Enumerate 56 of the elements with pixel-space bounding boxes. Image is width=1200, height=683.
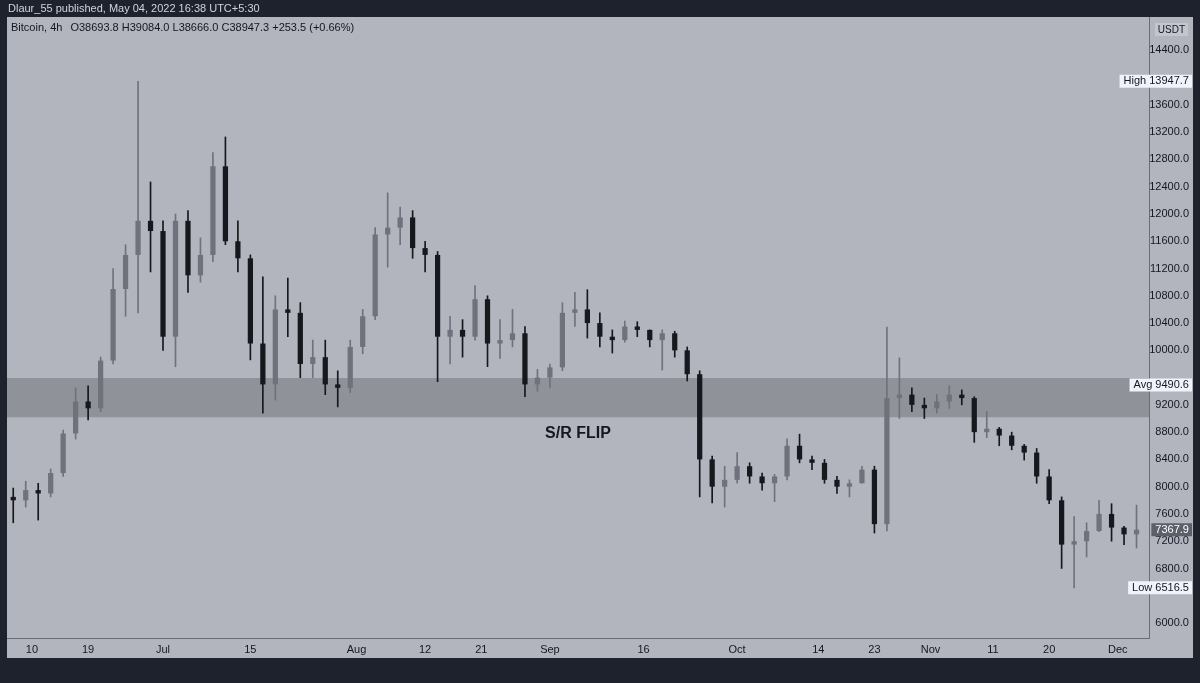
candlestick: [572, 292, 578, 327]
x-tick-label: Oct: [728, 642, 746, 655]
y-tick-label: 7600.0: [1155, 506, 1189, 519]
y-tick-label: 6800.0: [1155, 561, 1189, 574]
y-tick-label: Avg 9490.6: [1133, 378, 1189, 391]
y-tick-label: 13200.0: [1149, 125, 1189, 138]
x-tick-label: 16: [637, 642, 650, 655]
y-tick-label: 7200.0: [1155, 534, 1189, 547]
candlestick: [85, 385, 91, 421]
x-tick-label: Aug: [346, 642, 367, 655]
chart-subtitle: O38693.8 H39084.0 L38666.0 C38947.3 +253.5 (+0.66%): [70, 21, 355, 33]
x-tick-label: 10: [25, 642, 39, 655]
y-tick-label: 10400.0: [1149, 316, 1189, 329]
candlestick: [634, 321, 640, 338]
candlestick: [659, 329, 665, 371]
candlestick: [135, 80, 141, 314]
candlestick: [310, 339, 316, 378]
candlestick: [447, 315, 453, 365]
y-tick-label: 8400.0: [1155, 452, 1189, 465]
x-tick-label: 20: [1043, 642, 1056, 655]
y-tick-label: 11600.0: [1150, 234, 1189, 247]
y-tick-label: 11200.0: [1150, 261, 1189, 274]
x-tick-label: 14: [812, 642, 825, 655]
band-label: S/R FLIP: [545, 423, 612, 441]
chart-title: Bitcoin, 4h: [11, 21, 63, 33]
y-tick-label: 6000.0: [1155, 616, 1189, 629]
y-tick-label: 9200.0: [1155, 397, 1189, 410]
x-tick-label: Nov: [920, 642, 941, 655]
y-axis-title: USDT: [1154, 23, 1188, 36]
candlestick: [497, 319, 503, 359]
x-tick-label: Sep: [540, 642, 560, 655]
y-tick-label: 8000.0: [1155, 479, 1189, 492]
y-tick-label: 12000.0: [1149, 207, 1189, 220]
x-tick-label: Jul: [155, 642, 171, 655]
text: Dlaur_55 published, May 04, 2022 16:38 UTC+5:30: [8, 1, 260, 16]
x-tick-label: Dec: [1108, 642, 1129, 655]
candlestick: [1071, 516, 1077, 589]
x-tick-label: 11: [987, 642, 999, 655]
y-tick-label: 8800.0: [1155, 425, 1189, 438]
candlestick: [285, 277, 291, 338]
x-tick-label: 19: [82, 642, 95, 655]
candlestick: [335, 370, 341, 408]
candlestick: [422, 240, 428, 273]
y-tick-label: 14400.0: [1149, 43, 1189, 56]
x-tick-label: 15: [244, 642, 257, 655]
y-tick-label: 13600.0: [1149, 97, 1189, 110]
y-tick-label: High 13947.7: [1123, 74, 1189, 87]
x-tick-label: 21: [475, 642, 488, 655]
x-tick-label: 23: [868, 642, 881, 655]
y-tick-label: 10800.0: [1149, 288, 1189, 301]
y-tick-label: Low 6516.5: [1132, 580, 1189, 593]
annotation: 7367.9: [1155, 522, 1189, 535]
x-tick-label: 12: [418, 642, 432, 655]
y-tick-label: 12400.0: [1149, 179, 1189, 192]
y-tick-label: 10000.0: [1149, 343, 1189, 356]
y-tick-label: 12800.0: [1149, 152, 1189, 165]
